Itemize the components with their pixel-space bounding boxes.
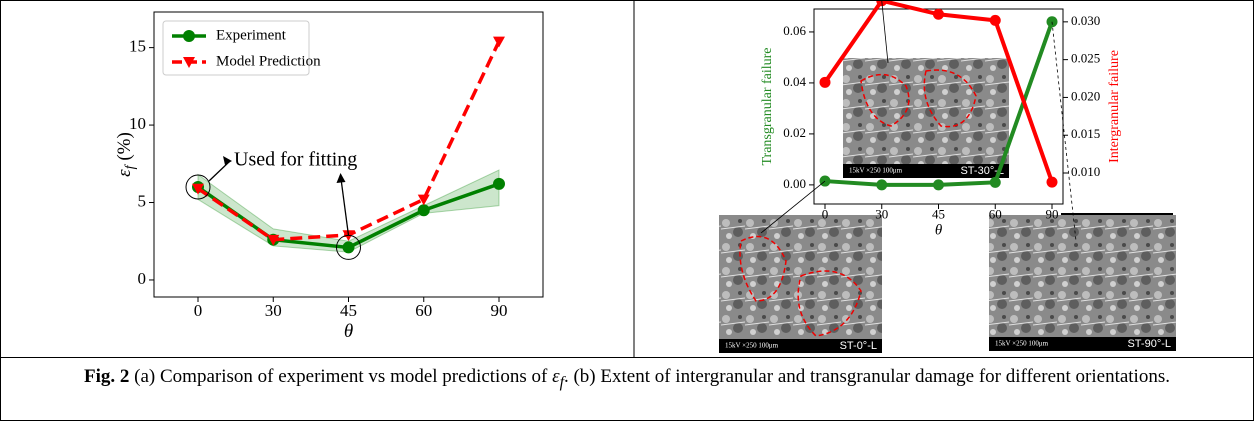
y-tick-label: 0.04	[783, 74, 806, 89]
x-tick-label: 90	[1046, 207, 1059, 222]
y-label-unit: (%)	[114, 132, 135, 160]
y-axis-label: εf (%)	[114, 132, 138, 177]
marker	[876, 179, 887, 190]
y-axis-label: Transgranular failure	[760, 47, 775, 165]
x-tick-label: 60	[989, 207, 1002, 222]
micrograph-info: 15kV ×250 100μm	[995, 340, 1049, 348]
caption-text: (a) Comparison of experiment vs model pr…	[134, 366, 552, 387]
annotation-arrow	[341, 175, 349, 235]
y-tick-label: 0	[138, 269, 147, 288]
micrograph-label: ST-0°-L	[840, 340, 877, 352]
marker	[933, 179, 944, 190]
x-tick-label: 45	[340, 301, 357, 320]
y2-axis-label: Intergranular failure	[1107, 50, 1122, 163]
y-tick-label: 0.00	[783, 176, 806, 191]
x-tick-label: 0	[194, 301, 203, 320]
x-tick-label: 45	[932, 207, 945, 222]
x-tick-label: 30	[265, 301, 282, 320]
marker	[990, 15, 1001, 26]
caption-text: . (b) Extent of intergranular and transg…	[564, 366, 1170, 387]
y-tick-label: 0.06	[783, 23, 806, 38]
micrograph: 15kV ×250 100μm ST-0°-L	[719, 215, 882, 353]
y-tick-label: 0.02	[783, 125, 806, 140]
x-axis-label: θ	[935, 223, 943, 239]
marker	[418, 204, 430, 216]
arrow-head	[337, 173, 346, 183]
legend-label: Experiment	[216, 27, 287, 43]
caption-label: Fig. 2	[84, 366, 129, 387]
caption: Fig. 2 (a) Comparison of experiment vs m…	[1, 357, 1253, 420]
y2-tick-label: 0.020	[1071, 88, 1100, 103]
marker	[933, 9, 944, 20]
marker	[1047, 177, 1058, 188]
connector	[882, 1, 888, 63]
x-tick-label: 0	[822, 207, 829, 222]
micrograph-info: 15kV ×250 100μm	[725, 342, 779, 350]
legend-marker	[183, 30, 195, 42]
x-tick-label: 30	[875, 207, 888, 222]
marker	[990, 177, 1001, 188]
y-tick-label: 5	[138, 191, 147, 210]
marker	[820, 77, 831, 88]
figure-panels: 15kV ×250 100μm ST-30°-L 15kV ×250 100μm…	[1, 1, 1253, 357]
marker	[493, 178, 505, 190]
y-tick-label: 10	[129, 114, 146, 133]
figure: 15kV ×250 100μm ST-30°-L 15kV ×250 100μm…	[0, 0, 1254, 421]
y-tick-label: 15	[129, 37, 146, 56]
x-tick-label: 60	[415, 301, 432, 320]
micrograph-label: ST-90°-L	[1127, 338, 1171, 350]
micrograph: 15kV ×250 100μm ST-30°-L	[843, 58, 1009, 178]
x-tick-label: 90	[491, 301, 508, 320]
marker	[343, 241, 355, 253]
annotation: Used for fitting	[234, 149, 357, 171]
marker	[493, 37, 505, 48]
micrograph-info: 15kV ×250 100μm	[849, 167, 903, 175]
legend-label: Model Prediction	[216, 53, 321, 69]
y2-tick-label: 0.015	[1071, 126, 1100, 141]
caption-symbol: ε	[552, 366, 560, 387]
y2-tick-label: 0.010	[1071, 164, 1100, 179]
y2-tick-label: 0.030	[1071, 13, 1100, 28]
micrograph: 15kV ×250 100μm ST-90°-L	[989, 215, 1176, 351]
annotation-arrow	[209, 161, 230, 181]
x-axis-label: θ	[344, 321, 353, 342]
y2-tick-label: 0.025	[1071, 51, 1100, 66]
